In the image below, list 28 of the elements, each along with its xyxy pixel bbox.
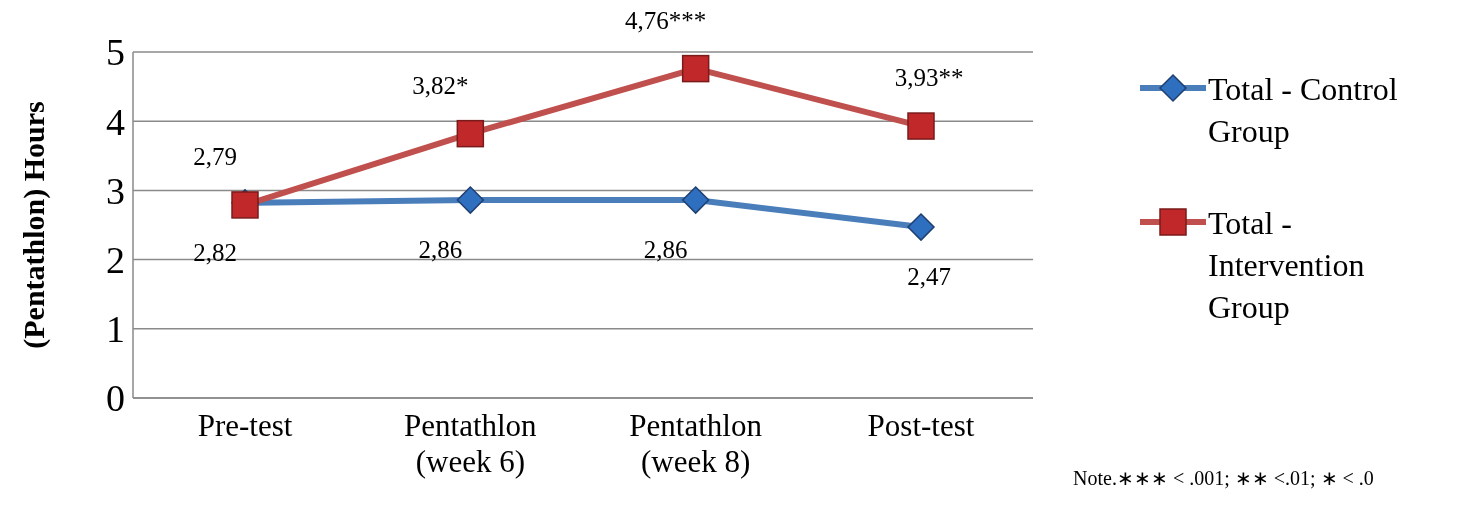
point [681,186,710,214]
point [907,213,935,241]
x-tick-label: Pre-test [197,408,293,443]
point [456,119,485,148]
x-tick-label: Pentathlon (week 6) [404,408,538,479]
data-label: 4,76*** [625,6,707,34]
y-tick-label: 0 [106,377,125,420]
point [907,112,935,140]
data-label: 2,47 [907,263,951,291]
legend-label: Total - Intervention Group [1208,204,1366,327]
data-label: 3,93** [894,64,964,92]
y-tick-label: 3 [106,169,125,212]
point [456,186,485,214]
x-tick-label: Post-test [867,408,975,443]
legend-label: Total - Control Group [1208,70,1399,151]
y-tick-label: 4 [106,100,125,143]
data-label: 2,79 [193,142,237,170]
y-tick-label: 2 [106,239,125,282]
text: Note.∗∗∗ < .001; ∗∗ <.01; ∗ < .0 [1073,466,1374,490]
y-tick-label: 1 [106,308,125,351]
data-label: 3,82* [412,71,469,99]
data-label: 2,86 [643,236,688,264]
x-tick-label: Pentathlon (week 8) [629,408,763,479]
data-label: 2,82 [193,238,237,266]
y-axis-title: (Pentathlon) Hours [16,101,51,349]
point [681,54,710,83]
data-label: 2,86 [418,236,463,264]
y-tick-label: 5 [106,31,125,74]
